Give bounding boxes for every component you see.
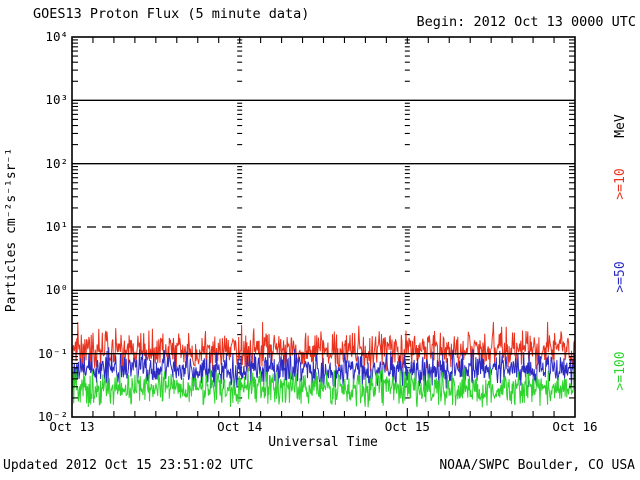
legend-gte100-label: >=100 (612, 351, 628, 391)
y-tick-label: 10⁴ (45, 29, 68, 44)
x-axis-label: Universal Time (268, 435, 378, 450)
updated-timestamp: Updated 2012 Oct 15 23:51:02 UTC (3, 458, 254, 473)
y-tick-label: 10⁻² (37, 409, 68, 424)
y-tick-label: 10² (45, 155, 68, 171)
begin-time-label: Begin: 2012 Oct 13 0000 UTC (416, 14, 636, 30)
x-tick-label: Oct 16 (552, 419, 598, 434)
x-tick-label: Oct 15 (384, 419, 430, 434)
y-axis-label: Particles cm⁻²s⁻¹sr⁻¹ (3, 147, 19, 313)
y-tick-label: 10⁰ (45, 282, 68, 298)
series-100-line (71, 367, 576, 408)
y-tick-label: 10⁻¹ (37, 345, 68, 361)
chart-title: GOES13 Proton Flux (5 minute data) (33, 6, 310, 22)
series-50-line (71, 347, 576, 390)
series-10-line (71, 321, 576, 372)
x-tick-label: Oct 13 (49, 419, 95, 434)
proton-flux-plot (71, 36, 576, 418)
source-attribution: NOAA/SWPC Boulder, CO USA (439, 458, 635, 473)
plot-frame (71, 36, 576, 418)
y-tick-label: 10¹ (45, 219, 68, 234)
y-tick-label: 10³ (45, 92, 68, 108)
x-tick-label: Oct 14 (217, 419, 263, 434)
